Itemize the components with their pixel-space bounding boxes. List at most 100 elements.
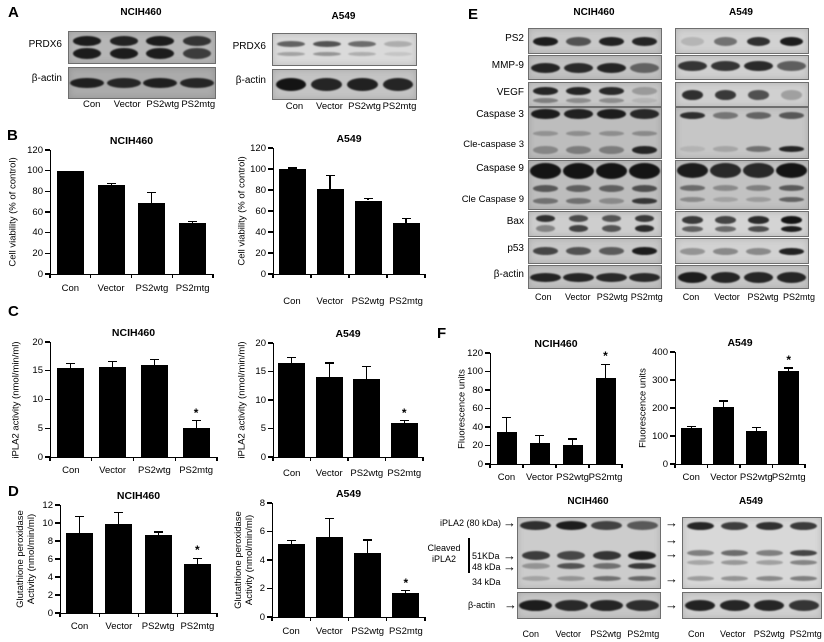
blot-band (592, 576, 621, 582)
chart-title: NCIH460 (534, 338, 578, 350)
x-tick (309, 457, 312, 461)
x-tick (771, 464, 774, 468)
blot-band (778, 184, 805, 191)
lane-label: Vector (714, 292, 740, 302)
blot-band (747, 89, 770, 100)
bar-Vector (315, 537, 343, 617)
y-tick-label: 60 (472, 403, 483, 414)
blot-band (719, 600, 750, 611)
blot-band (777, 61, 806, 72)
blot-band (778, 247, 805, 255)
blot-band (521, 550, 550, 560)
chart-ipla2-activity-a549: A549 iPLA2 activity (nmol/min/ml) 0 5 10 15 20… (232, 320, 460, 485)
blot-band (679, 112, 706, 119)
blot-band (721, 550, 749, 556)
lane-label: Con (83, 99, 101, 110)
panel-f-a549-title: A549 (739, 496, 763, 507)
blot-p53-a549 (675, 238, 809, 264)
bar-Con (496, 431, 517, 464)
x-category-label: Vector (316, 296, 344, 307)
blot-band (312, 41, 341, 48)
blot-vegf-ncih460 (528, 82, 662, 107)
x-tick (555, 464, 557, 468)
lane-labels-e-ncih460: Con Vector PS2wtg PS2mtg (526, 292, 664, 302)
x-tick (272, 457, 274, 461)
lane-labels-f-ncih460: Con Vector PS2wtg PS2mtg (512, 629, 662, 639)
lane-label: PS2wtg (348, 101, 381, 112)
x-tick (588, 464, 590, 468)
blot-band (109, 36, 138, 47)
error-bar-cap (363, 197, 373, 199)
error-bar-cap (324, 518, 334, 520)
cleaved-ipla2-bracket (468, 538, 470, 573)
blot-band (347, 78, 378, 91)
y-tick-label: 8 (47, 535, 53, 547)
blot-ps2-ncih460 (528, 28, 662, 54)
y-tick-label: 6 (259, 526, 265, 537)
y-tick (268, 252, 273, 254)
blot-band (106, 78, 141, 88)
error-bar-line (195, 420, 197, 429)
error-bar-line (405, 218, 407, 223)
blot-mmp9-a549 (675, 55, 809, 80)
error-bar-cap (324, 362, 334, 364)
bar-Vector (316, 188, 344, 274)
x-category-label: Con (283, 296, 301, 307)
y-tick-label: 5 (260, 423, 266, 434)
blot-band (628, 576, 657, 582)
lane-labels-a-ncih460: Con Vector PS2wtg PS2mtg (74, 99, 216, 110)
blot-band (721, 560, 749, 566)
significance-star: * (195, 543, 200, 558)
lane-label: PS2mtg (382, 101, 417, 112)
lane-label: Con (682, 292, 700, 302)
bar-PS2wtg (144, 534, 172, 613)
x-category-label: Vector (99, 465, 127, 476)
blot-vegf-a549 (675, 82, 809, 107)
panel-e-a549-title: A549 (729, 7, 753, 18)
blot-band (143, 78, 178, 88)
cleaved-ipla2-label-line2: iPLA2 (431, 554, 457, 564)
y-tick-label: 15 (255, 366, 266, 377)
blot-actin-ncih460-a (68, 67, 216, 99)
arrow-icon: → (503, 559, 516, 574)
blot-band (709, 163, 742, 179)
y-tick (45, 273, 50, 275)
cle-caspase3-label: Cle-caspase 3 (463, 139, 524, 150)
y-tick-label: 0 (477, 458, 483, 470)
blot-band (634, 215, 655, 223)
x-tick (98, 613, 100, 617)
x-category-label: PS2mtg (771, 472, 806, 483)
blot-actin-ncih460-f (517, 592, 661, 619)
lane-label: Con (687, 629, 705, 639)
y-tick-label: 120 (467, 347, 483, 359)
blot-band (746, 36, 771, 46)
x-category-label: PS2wtg (141, 621, 175, 632)
y-tick-label: 10 (42, 517, 53, 529)
blot-actin-ncih460-e (528, 265, 662, 289)
blot-band (591, 521, 623, 531)
blot-band (598, 146, 625, 154)
y-tick-label: 120 (27, 144, 43, 156)
bar-PS2wtg (354, 552, 382, 617)
chart-ipla2-activity-ncih460: NCIH460 iPLA2 activity (nmol/min/ml) 0 5 10 1… (6, 320, 234, 485)
cle-caspase9-label: Cle Caspase 9 (461, 194, 524, 205)
y-tick-label: 60 (255, 205, 266, 217)
error-bar-line (196, 558, 198, 565)
blot-band (565, 146, 592, 154)
x-tick (739, 464, 741, 468)
blot-band (382, 78, 414, 91)
blot-band (629, 109, 660, 119)
y-tick (267, 502, 272, 504)
blot-band (713, 36, 738, 46)
blot-band (532, 146, 559, 154)
blot-band (745, 196, 772, 202)
error-bar-line (157, 532, 159, 535)
error-bar-cap (191, 420, 201, 422)
prdx6-label-ncih460: PRDX6 (28, 39, 62, 50)
error-bar-cap (363, 539, 373, 541)
error-bar-cap (751, 427, 761, 429)
beta-actin-label-e: β-actin (493, 269, 524, 280)
blot-band (678, 61, 707, 72)
y-tick-label: 400 (652, 346, 668, 358)
blot-band (628, 162, 661, 179)
